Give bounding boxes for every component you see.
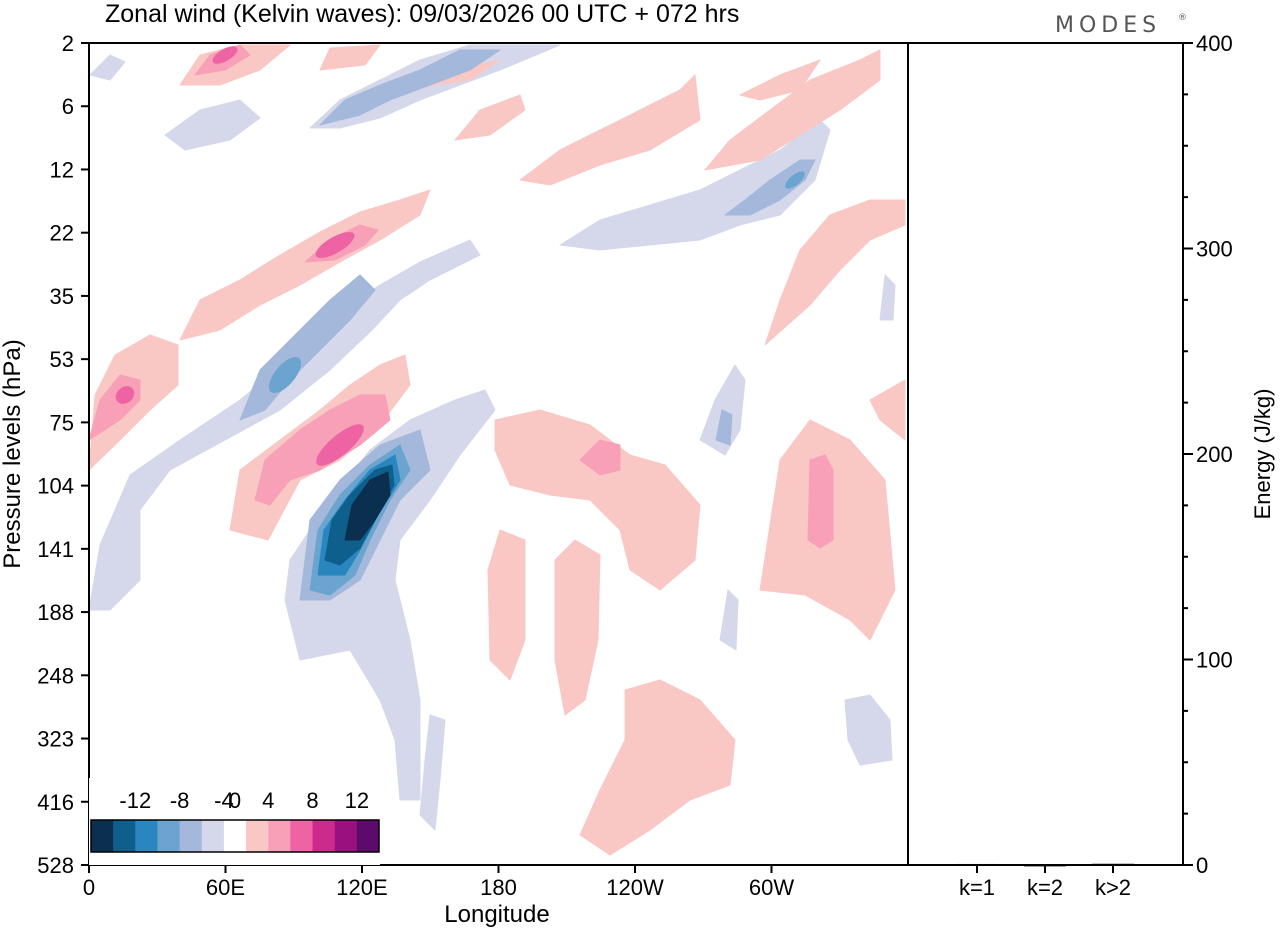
colorbar-swatch [223,820,247,852]
energy-tick-label: 300 [1196,237,1233,262]
positive-wind-area [579,679,736,856]
y-tick-label: 53 [50,347,74,372]
negative-wind-area [89,54,126,81]
modes-logo: MODES [1055,13,1161,38]
colorbar-label: -8 [170,788,190,813]
negative-wind-area [879,274,896,321]
x-axis-label: Longitude [444,901,549,928]
energy-axis: 0 100 200 300 400 [1183,31,1233,878]
logo-registered-mark: ® [1178,13,1192,23]
energy-tick-label: 0 [1196,853,1208,878]
positive-wind-area [319,44,381,71]
energy-plot-frame [907,42,1184,866]
positive-wind-8 [316,424,364,466]
y-tick-label: 416 [37,790,74,815]
bar-category-label: k=1 [959,875,995,900]
colorbar-swatch [312,820,336,852]
energy-axis-label: Energy (J/kg) [1250,389,1275,520]
colorbar-swatch [246,820,269,852]
positive-wind-area [179,189,431,341]
positive-wind-4 [807,454,834,549]
colorbar-swatch [157,820,181,852]
y-tick-label: 75 [50,410,74,435]
y-tick-label: 188 [37,600,74,625]
positive-wind-area [869,379,906,441]
negative-wind-area [844,694,893,766]
negative-wind-4 [319,49,501,126]
colorbar: -12 -8 -40 4 8 12 [89,778,380,865]
negative-wind-6 [785,171,805,189]
colorbar-swatch [290,820,314,852]
positive-wind-area [454,94,526,141]
y-axis-label: Pressure levels (hPa) [0,339,26,568]
positive-wind-area [519,74,701,186]
positive-wind-area [487,529,526,681]
y-tick-label: 248 [37,663,74,688]
positive-wind-8 [115,386,135,404]
positive-wind-area [704,49,881,171]
y-tick-label: 6 [62,94,74,119]
colorbar-swatch [268,820,291,852]
positive-wind-area [739,59,821,101]
colorbar-label: 8 [306,788,318,813]
colorbar-swatch [179,820,203,852]
y-tick-label: 323 [37,727,74,752]
x-tick-label: 180 [480,875,517,900]
colorbar-swatch [201,820,225,852]
x-tick-label: 120W [606,875,664,900]
zonal-wind-contour-field [89,44,906,856]
colorbar-label: -12 [119,788,151,813]
colorbar-label: 0 [229,788,241,813]
colorbar-frame [90,819,380,853]
positive-wind-area [179,44,291,86]
negative-wind-area [719,589,739,651]
x-tick-label: 60E [206,875,245,900]
y-tick-label: 22 [50,221,74,246]
positive-wind-4 [579,439,621,476]
y-tick-label: 141 [37,537,74,562]
x-tick-label: 60W [749,875,794,900]
energy-tick-label: 400 [1196,31,1233,56]
negative-wind-12 [344,471,391,541]
y-tick-label: 528 [37,853,74,878]
negative-wind-6 [268,356,302,394]
colorbar-swatch [113,820,136,852]
negative-wind-area [89,239,481,611]
positive-wind-area [494,409,701,591]
chart-title: Zonal wind (Kelvin waves): 09/03/2026 00… [105,0,739,28]
colorbar-swatch [356,820,380,852]
y-tick-label: 12 [50,157,74,182]
y-tick-label: 35 [50,284,74,309]
negative-wind-area [164,99,261,151]
energy-bar [1092,863,1134,866]
x-tick-label: 120E [336,875,387,900]
bar-category-label: k>2 [1095,875,1131,900]
pressure-axis: 2 6 12 22 35 53 75 104 141 188 248 323 416 528 [37,31,89,878]
colorbar-label: 12 [345,788,369,813]
negative-wind-4 [715,409,733,446]
positive-wind-area [554,539,601,716]
colorbar-label: -4 [214,788,234,813]
x-tick-label: 0 [83,875,95,900]
bar-category-label: k=2 [1027,875,1063,900]
energy-tick-label: 100 [1196,648,1233,673]
y-tick-label: 104 [37,474,74,499]
colorbar-swatch [334,820,358,852]
positive-wind-area [764,199,906,346]
energy-bar [956,863,998,866]
colorbar-label: 4 [262,788,274,813]
energy-tick-label: 200 [1196,442,1233,467]
energy-bars: k=1 k=2 k>2 [956,863,1134,900]
colorbar-swatch [135,820,158,852]
negative-wind-area [559,119,831,251]
longitude-axis: 0 60E 120E 180 120W 60W [83,865,794,900]
positive-wind-8 [212,46,238,64]
y-tick-label: 2 [62,31,74,56]
negative-wind-4 [724,159,816,216]
negative-wind-area [419,714,446,831]
colorbar-swatch [91,820,114,852]
positive-wind-8 [315,232,355,258]
